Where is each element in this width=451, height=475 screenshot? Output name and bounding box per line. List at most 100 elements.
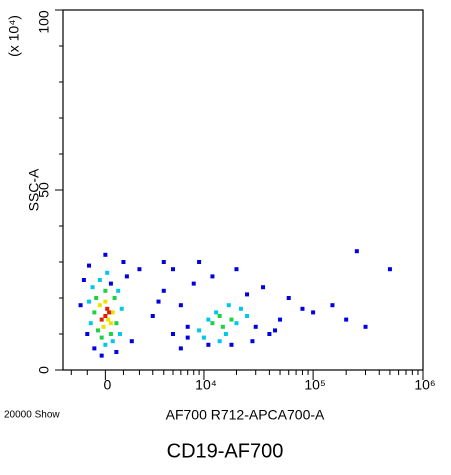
- event-dot: [87, 299, 92, 304]
- event-dot: [185, 324, 190, 329]
- event-dot: [108, 281, 113, 286]
- event-dot: [112, 296, 117, 300]
- event-dot: [344, 317, 349, 322]
- event-dot: [253, 324, 258, 329]
- event-dot: [267, 332, 272, 336]
- event-dot: [103, 252, 108, 257]
- event-dot: [197, 328, 202, 333]
- event-dot: [170, 267, 175, 272]
- event-dot: [191, 281, 196, 286]
- event-dot: [114, 350, 119, 354]
- event-dot: [185, 335, 190, 340]
- event-dot: [229, 317, 234, 322]
- event-dot: [101, 324, 106, 329]
- event-dot: [103, 299, 108, 304]
- event-dot: [234, 321, 239, 326]
- event-dot: [110, 310, 115, 315]
- event-dot: [116, 288, 121, 293]
- event-dot: [206, 317, 211, 322]
- event-dot: [234, 267, 239, 272]
- y-multiplier: (x 10⁴): [6, 15, 22, 57]
- event-dot: [156, 299, 161, 304]
- event-dot: [178, 303, 183, 308]
- event-dot: [106, 317, 111, 322]
- event-dot: [170, 332, 175, 336]
- event-dot: [363, 324, 368, 329]
- x-axis-label: AF700 R712-APCA700-A: [166, 407, 325, 423]
- event-dot: [99, 353, 104, 358]
- event-dot: [261, 285, 266, 290]
- x-tick-label: 0: [103, 377, 111, 393]
- x-tick-label: 10⁶: [414, 377, 435, 393]
- event-dot: [103, 288, 108, 293]
- event-dot: [81, 278, 86, 282]
- event-dot: [114, 321, 119, 326]
- event-dot: [105, 270, 110, 275]
- event-dot: [354, 249, 359, 254]
- event-dot: [97, 278, 102, 282]
- y-tick-label: 0: [36, 366, 52, 374]
- event-dot: [311, 310, 316, 315]
- event-dot: [286, 296, 291, 300]
- event-dot: [197, 260, 202, 264]
- event-dot: [226, 303, 231, 308]
- y-axis-label: SSC-A: [26, 168, 42, 211]
- event-dot: [87, 263, 92, 268]
- event-dot: [206, 342, 211, 347]
- event-dot: [129, 339, 134, 344]
- event-dot: [99, 335, 104, 340]
- event-dot: [217, 314, 222, 318]
- event-dot: [220, 324, 225, 329]
- event-dot: [150, 314, 155, 318]
- event-dot: [214, 310, 219, 315]
- event-dot: [124, 274, 129, 279]
- event-dot: [103, 314, 108, 318]
- event-dot: [103, 342, 108, 347]
- x-tick-label: 10⁵: [304, 377, 325, 393]
- x-tick-label: 10⁴: [195, 377, 217, 393]
- event-dot: [387, 267, 392, 272]
- event-dot: [97, 303, 102, 308]
- event-dot: [278, 317, 283, 322]
- event-dot: [161, 288, 166, 293]
- event-dot: [245, 314, 250, 318]
- y-tick-label: 100: [36, 10, 52, 34]
- event-dot: [178, 346, 183, 351]
- event-dot: [201, 335, 206, 340]
- event-dot: [217, 339, 222, 344]
- event-dot: [245, 292, 250, 297]
- event-dot: [300, 306, 305, 311]
- event-dot: [108, 332, 113, 336]
- y-tick-label: 50: [36, 182, 52, 198]
- event-dot: [210, 321, 215, 326]
- event-dot: [88, 321, 93, 326]
- event-dot: [137, 267, 142, 272]
- event-dot: [99, 317, 104, 322]
- event-dot: [229, 342, 234, 347]
- event-dot: [94, 296, 99, 300]
- event-dot: [85, 332, 90, 336]
- event-dot: [105, 306, 110, 311]
- event-dot: [119, 306, 124, 311]
- event-dot: [210, 274, 215, 279]
- event-dot: [161, 260, 166, 264]
- event-dot: [107, 310, 112, 315]
- event-dot: [117, 332, 122, 336]
- event-dot: [95, 328, 100, 333]
- event-dot: [90, 285, 95, 290]
- event-dot: [273, 328, 278, 333]
- event-dot: [250, 339, 255, 344]
- event-dot: [223, 332, 228, 336]
- event-dot: [330, 303, 335, 308]
- event-dot: [238, 306, 243, 311]
- chart-title: CD19-AF700: [167, 440, 284, 462]
- event-dot: [92, 310, 97, 315]
- plot-frame: [62, 9, 424, 371]
- event-dot: [78, 303, 83, 308]
- event-dot: [121, 260, 126, 264]
- event-dot: [110, 339, 115, 344]
- event-dot: [92, 346, 97, 351]
- event-dot: [108, 321, 113, 326]
- event-note: 20000 Show: [4, 410, 60, 421]
